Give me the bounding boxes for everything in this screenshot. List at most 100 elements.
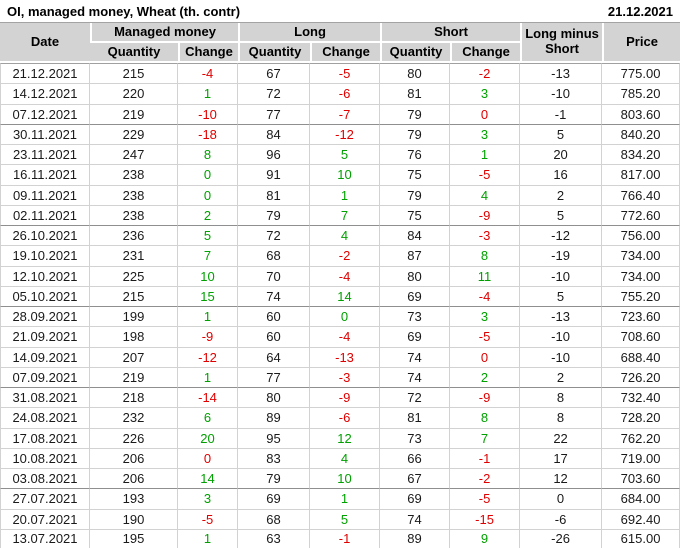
long-quantity-cell: 69 <box>238 488 311 509</box>
long-change-cell: -12 <box>310 123 381 144</box>
short-quantity-cell: 89 <box>380 528 451 548</box>
price-cell: 772.60 <box>602 204 680 225</box>
short-change-cell: 7 <box>450 427 521 448</box>
mm-quantity-cell: 207 <box>90 346 178 367</box>
table-row: 14.12.2021 220 1 72 -6 81 3 -10 785.20 <box>0 83 680 104</box>
short-change-cell: -3 <box>450 225 521 246</box>
mm-quantity-cell: 238 <box>90 164 178 185</box>
col-header-short-change: Change <box>450 43 521 63</box>
table-row: 30.11.2021 229 -18 84 -12 79 3 5 840.20 <box>0 123 680 144</box>
table-row: 26.10.2021 236 5 72 4 84 -3 -12 756.00 <box>0 225 680 246</box>
short-quantity-cell: 80 <box>380 265 451 286</box>
long-quantity-cell: 72 <box>238 83 311 104</box>
price-cell: 756.00 <box>602 225 680 246</box>
long-change-cell: -3 <box>310 366 381 387</box>
date-cell: 07.12.2021 <box>0 103 90 124</box>
table-row: 17.08.2021 226 20 95 12 73 7 22 762.20 <box>0 427 680 448</box>
table-row: 07.09.2021 219 1 77 -3 74 2 2 726.20 <box>0 366 680 387</box>
long-quantity-cell: 91 <box>238 164 311 185</box>
price-cell: 719.00 <box>602 447 680 468</box>
mm-quantity-cell: 198 <box>90 326 178 347</box>
short-quantity-cell: 69 <box>380 285 451 306</box>
long-minus-short-cell: 2 <box>520 184 603 205</box>
long-minus-short-cell: -12 <box>520 225 603 246</box>
long-minus-short-cell: -10 <box>520 326 603 347</box>
long-change-cell: -2 <box>310 245 381 266</box>
col-header-mm-quantity: Quantity <box>90 43 178 63</box>
mm-quantity-cell: 225 <box>90 265 178 286</box>
date-cell: 27.07.2021 <box>0 488 90 509</box>
long-minus-short-cell: 12 <box>520 468 603 489</box>
price-cell: 723.60 <box>602 306 680 327</box>
short-change-cell: -5 <box>450 164 521 185</box>
short-quantity-cell: 75 <box>380 204 451 225</box>
table-row: 10.08.2021 206 0 83 4 66 -1 17 719.00 <box>0 447 680 468</box>
mm-quantity-cell: 229 <box>90 123 178 144</box>
long-quantity-cell: 68 <box>238 508 311 529</box>
short-change-cell: -5 <box>450 326 521 347</box>
mm-quantity-cell: 215 <box>90 63 178 84</box>
mm-quantity-cell: 238 <box>90 204 178 225</box>
short-change-cell: 3 <box>450 123 521 144</box>
mm-change-cell: 0 <box>178 164 239 185</box>
mm-change-cell: 14 <box>178 468 239 489</box>
price-cell: 834.20 <box>602 144 680 165</box>
short-quantity-cell: 73 <box>380 306 451 327</box>
date-cell: 10.08.2021 <box>0 447 90 468</box>
short-quantity-cell: 80 <box>380 63 451 84</box>
mm-quantity-cell: 232 <box>90 407 178 428</box>
table-row: 12.10.2021 225 10 70 -4 80 11 -10 734.00 <box>0 265 680 286</box>
date-cell: 14.09.2021 <box>0 346 90 367</box>
price-cell: 728.20 <box>602 407 680 428</box>
long-change-cell: 10 <box>310 164 381 185</box>
long-change-cell: 10 <box>310 468 381 489</box>
long-quantity-cell: 80 <box>238 387 311 408</box>
short-quantity-cell: 76 <box>380 144 451 165</box>
col-header-long: Long <box>238 23 381 43</box>
mm-change-cell: -4 <box>178 63 239 84</box>
date-cell: 14.12.2021 <box>0 83 90 104</box>
long-change-cell: 4 <box>310 447 381 468</box>
mm-change-cell: 3 <box>178 488 239 509</box>
long-change-cell: 14 <box>310 285 381 306</box>
table-row: 03.08.2021 206 14 79 10 67 -2 12 703.60 <box>0 468 680 489</box>
mm-change-cell: 1 <box>178 306 239 327</box>
date-cell: 03.08.2021 <box>0 468 90 489</box>
long-minus-short-cell: 22 <box>520 427 603 448</box>
col-header-mm-change: Change <box>178 43 239 63</box>
table-row: 19.10.2021 231 7 68 -2 87 8 -19 734.00 <box>0 245 680 266</box>
long-quantity-cell: 70 <box>238 265 311 286</box>
price-cell: 692.40 <box>602 508 680 529</box>
short-quantity-cell: 79 <box>380 123 451 144</box>
long-quantity-cell: 68 <box>238 245 311 266</box>
short-change-cell: 11 <box>450 265 521 286</box>
title-bar: OI, managed money, Wheat (th. contr) 21.… <box>0 0 680 22</box>
table-row: 23.11.2021 247 8 96 5 76 1 20 834.20 <box>0 144 680 165</box>
date-cell: 16.11.2021 <box>0 164 90 185</box>
long-quantity-cell: 60 <box>238 306 311 327</box>
short-quantity-cell: 69 <box>380 326 451 347</box>
long-change-cell: -13 <box>310 346 381 367</box>
price-cell: 775.00 <box>602 63 680 84</box>
mm-change-cell: -10 <box>178 103 239 124</box>
short-quantity-cell: 67 <box>380 468 451 489</box>
price-cell: 766.40 <box>602 184 680 205</box>
short-quantity-cell: 79 <box>380 103 451 124</box>
table-row: 31.08.2021 218 -14 80 -9 72 -9 8 732.40 <box>0 387 680 408</box>
short-quantity-cell: 66 <box>380 447 451 468</box>
long-quantity-cell: 67 <box>238 63 311 84</box>
table-row: 20.07.2021 190 -5 68 5 74 -15 -6 692.40 <box>0 508 680 529</box>
short-change-cell: 2 <box>450 366 521 387</box>
long-quantity-cell: 79 <box>238 468 311 489</box>
short-quantity-cell: 69 <box>380 488 451 509</box>
date-cell: 20.07.2021 <box>0 508 90 529</box>
mm-quantity-cell: 219 <box>90 366 178 387</box>
price-cell: 708.60 <box>602 326 680 347</box>
date-cell: 02.11.2021 <box>0 204 90 225</box>
short-quantity-cell: 87 <box>380 245 451 266</box>
long-change-cell: -4 <box>310 326 381 347</box>
table-row: 28.09.2021 199 1 60 0 73 3 -13 723.60 <box>0 306 680 327</box>
table-header: Date Managed money Long Short Long minus… <box>0 23 680 63</box>
long-minus-short-cell: -10 <box>520 346 603 367</box>
table-body: 21.12.2021 215 -4 67 -5 80 -2 -13 775.00… <box>0 63 680 548</box>
